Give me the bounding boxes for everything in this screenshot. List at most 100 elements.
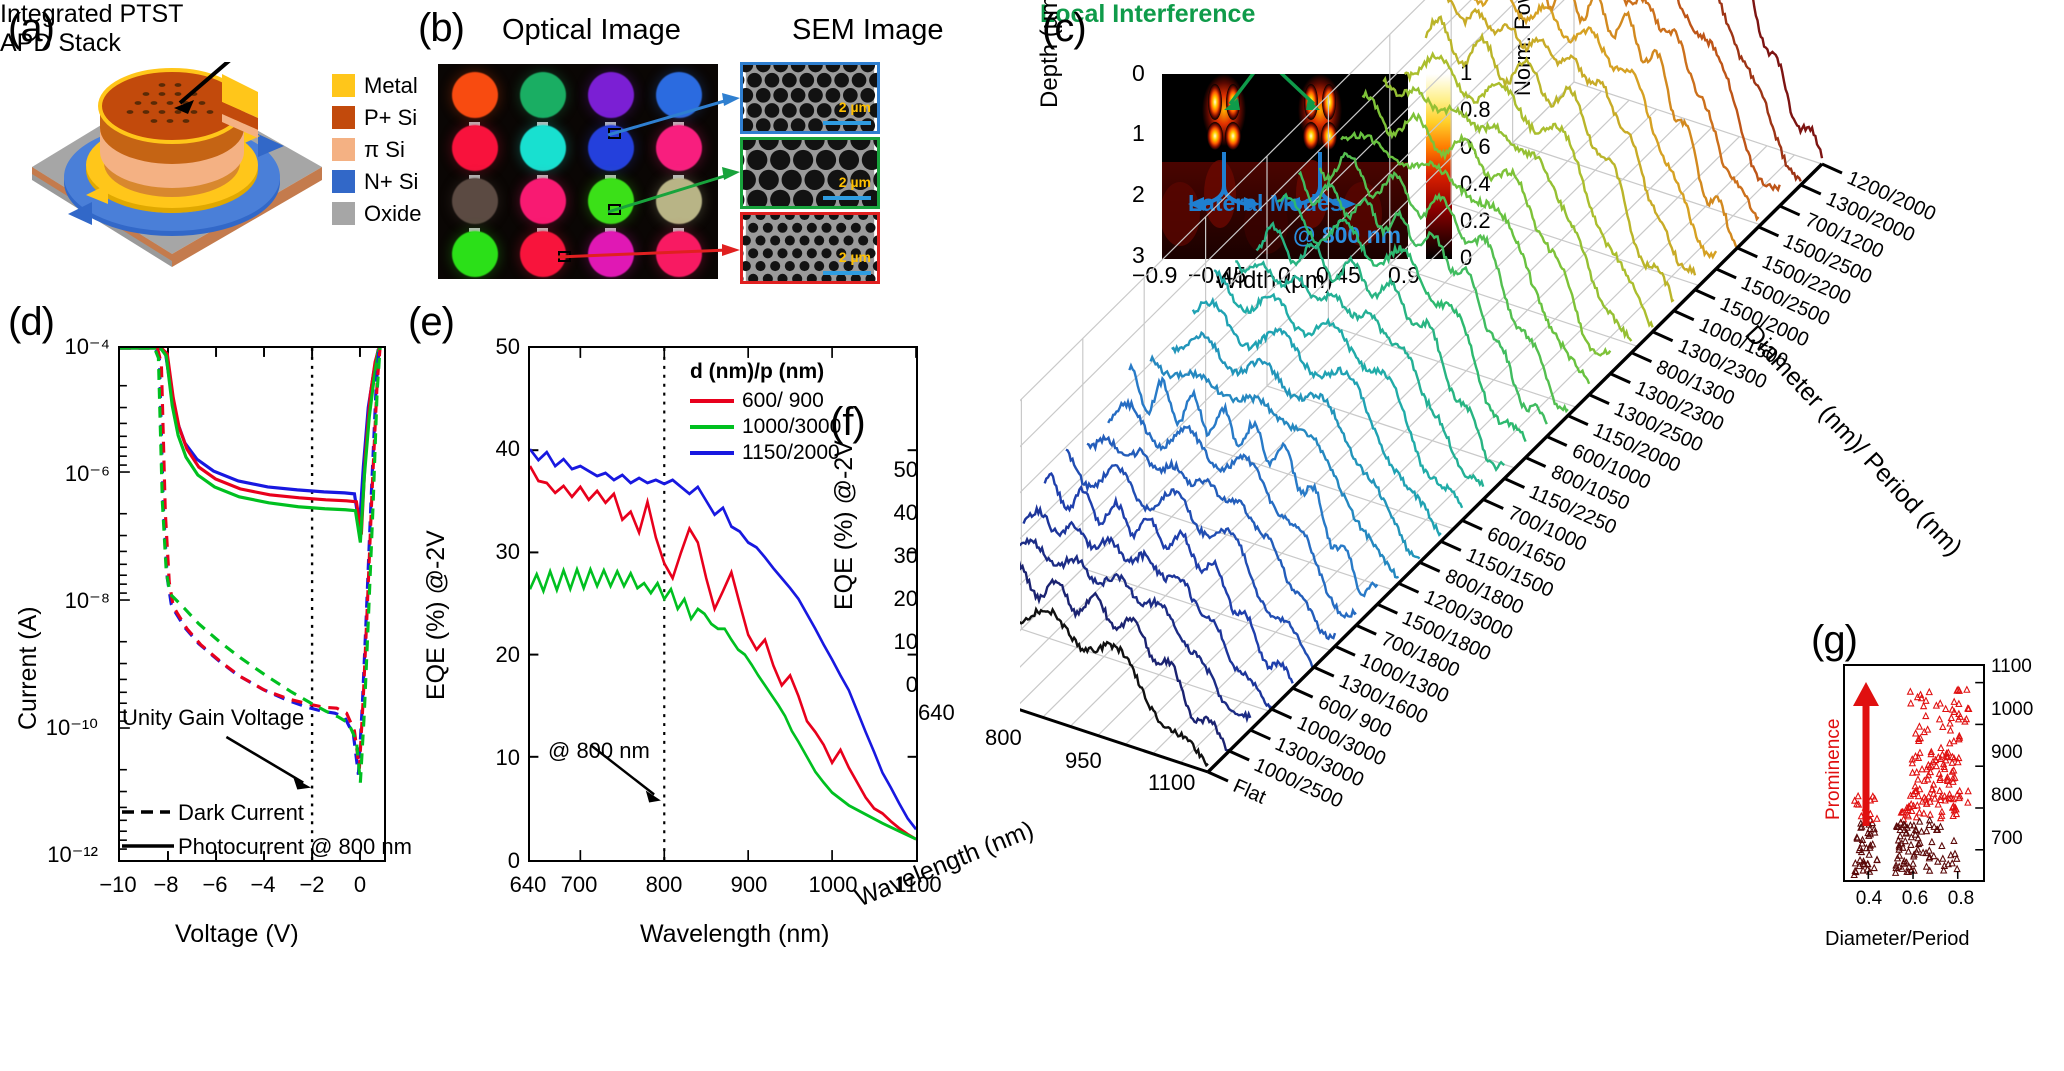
legend-item: P+ Si (332, 104, 421, 131)
waterfall-3d-plot (1020, 0, 1843, 783)
d-xtick: −2 (299, 872, 325, 897)
waterfall-trace (1297, 170, 1548, 425)
scatter-triangle-marker (1907, 832, 1916, 841)
optical-device-dot (656, 125, 702, 171)
d-ytick: 10⁻⁸ (64, 588, 110, 613)
waterfall-trace (1623, 0, 1760, 222)
legend-label: Oxide (364, 200, 422, 226)
scatter-triangle-marker (1907, 840, 1915, 848)
device-marker (469, 228, 480, 232)
scatter-triangle-marker (1904, 867, 1913, 875)
scatter-triangle-marker (1866, 824, 1874, 833)
scatter-triangle-marker (1910, 850, 1918, 858)
waterfall-trace (1086, 433, 1337, 641)
scatter-triangle-marker (1908, 755, 1916, 763)
waterfall-trace (1545, 0, 1739, 249)
scatter-triangle-marker (1923, 764, 1931, 773)
panel-d-label: (d) (8, 300, 55, 344)
scatter-triangle-marker (1908, 758, 1917, 767)
device-marker (537, 175, 548, 179)
panel-f-ylabel: EQE (%) @-2V (830, 440, 858, 610)
panel-a-device-schematic: (a) Integrated PTST APD Stack (0, 0, 460, 300)
panel-d-ylabel: Current (A) (14, 606, 42, 730)
scatter-triangle-marker (1858, 835, 1867, 843)
scatter-triangle-marker (1936, 699, 1944, 707)
panel-d-xlabel: Voltage (V) (175, 920, 299, 948)
prominence-label: Prominence (1823, 718, 1844, 820)
apd-stack-annotation: APD Stack (0, 29, 121, 57)
scatter-triangle-marker (1965, 704, 1973, 712)
f-xtick: 800 (985, 725, 1022, 750)
sem-hole-array (743, 65, 877, 131)
scatter-triangle-marker (1920, 809, 1928, 817)
scatter-triangle-marker (1936, 813, 1945, 822)
scatter-triangle-marker (1938, 750, 1947, 758)
legend-line-green (690, 425, 734, 429)
scatter-plot-area (1843, 664, 1985, 882)
scatter-triangle-marker (1911, 729, 1920, 737)
scatter-triangle-marker (1851, 859, 1860, 867)
scatter-triangle-marker (1962, 714, 1971, 723)
e-xtick: 800 (645, 872, 683, 897)
scatter-triangle-marker (1911, 787, 1919, 795)
scatter-triangle-marker (1929, 780, 1938, 788)
scatter-triangle-marker (1859, 866, 1867, 874)
scatter-triangle-marker (1953, 790, 1962, 798)
scatter-triangle-marker (1915, 736, 1923, 744)
legend-swatch-pi-si (332, 138, 355, 161)
d-xtick: 0 (353, 872, 367, 897)
scatter-triangle-marker (1856, 855, 1864, 864)
scatter-triangle-marker (1934, 753, 1943, 761)
scatter-triangle-marker (1956, 712, 1965, 720)
device-marker (673, 228, 684, 232)
panel-e-ylabel: EQE (%) @-2V (422, 530, 450, 700)
d-ytick: 10⁻⁶ (64, 461, 110, 486)
waterfall-trace (1107, 397, 1357, 619)
f-xtick: 950 (1065, 748, 1102, 773)
scatter-triangle-marker (1923, 725, 1932, 733)
optical-device-dot (520, 72, 566, 118)
scatter-triangle-marker (1949, 774, 1957, 782)
waterfall-trace (1128, 362, 1379, 598)
scatter-triangle-marker (1950, 736, 1958, 745)
scatter-triangle-marker (1947, 713, 1956, 722)
scatter-triangle-marker (1864, 828, 1872, 837)
scatter-triangle-marker (1908, 768, 1917, 776)
e-ytick: 40 (495, 436, 520, 461)
scatter-triangle-marker (1954, 757, 1962, 766)
f-ytick: 0 (905, 672, 918, 697)
panel-e-eqe-spectra: (e) EQE (%) @-2V Wavelength (nm) 50 40 3… (400, 300, 1020, 954)
device-marker (537, 122, 548, 126)
scatter-triangle-marker (1853, 833, 1861, 841)
device-marker (537, 228, 548, 232)
scatter-triangle-marker (1944, 752, 1952, 761)
scatter-triangle-marker (1954, 685, 1962, 693)
waterfall-trace (1020, 560, 1230, 752)
scatter-triangle-marker (1866, 843, 1874, 851)
scatter-triangle-marker (1906, 821, 1915, 829)
f-ytick: 20 (893, 586, 918, 611)
scatter-triangle-marker (1939, 854, 1947, 862)
scatter-triangle-marker (1891, 868, 1900, 876)
optical-device-dot (588, 231, 634, 277)
scatter-triangle-marker (1865, 850, 1873, 858)
e-ytick: 20 (495, 642, 520, 667)
scatter-triangle-marker (1906, 791, 1915, 799)
scatter-triangle-marker (1934, 800, 1942, 808)
scatter-triangle-marker (1944, 859, 1952, 868)
d-ytick: 10⁻⁴ (64, 334, 110, 359)
panel-b-images: (b) Optical Image SEM Image 2 µm 2 µm 2 … (410, 0, 1040, 300)
device-marker (469, 175, 480, 179)
scatter-triangle-marker (1951, 849, 1959, 857)
apd-device-illustration (32, 62, 322, 267)
panel-e-legend: d (nm)/p (nm) 600/ 900 1000/3000 1150/20… (690, 360, 841, 466)
e-ytick: 0 (507, 848, 520, 873)
scatter-triangle-marker (1856, 843, 1864, 852)
scatter-triangle-marker (1922, 696, 1930, 704)
scatter-triangle-marker (1935, 715, 1944, 723)
scatter-triangle-marker (1941, 796, 1949, 804)
legend-swatch-p-si (332, 106, 355, 129)
legend-line-red (690, 399, 734, 403)
d-xtick: −6 (202, 872, 228, 897)
e-ytick: 30 (495, 539, 520, 564)
